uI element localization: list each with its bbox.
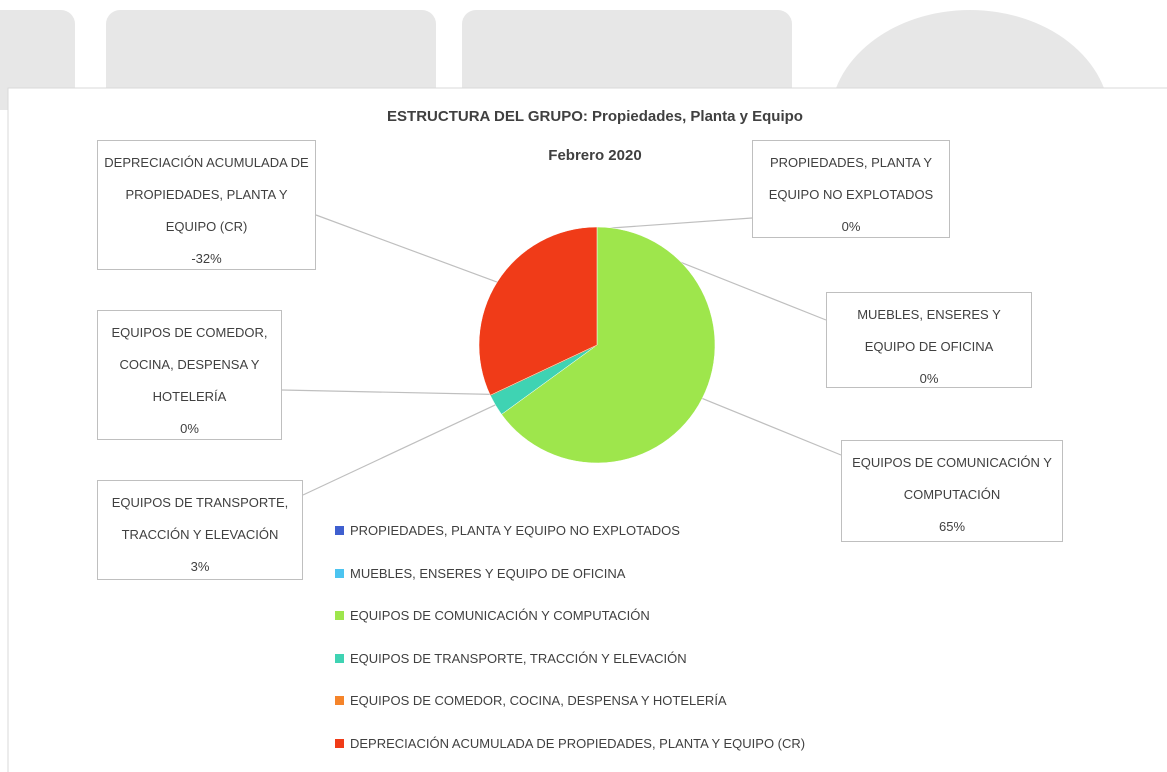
leader-line	[700, 397, 842, 456]
legend-label: EQUIPOS DE TRANSPORTE, TRACCIÓN Y ELEVAC…	[350, 650, 687, 666]
legend-swatch	[335, 568, 344, 578]
data-label: EQUIPOS DE TRANSPORTE, TRACCIÓN Y ELEVAC…	[97, 480, 303, 580]
data-label: EQUIPOS DE COMUNICACIÓN Y COMPUTACIÓN 65%	[841, 440, 1063, 542]
legend-item: MUEBLES, ENSERES Y EQUIPO DE OFICINA	[335, 566, 625, 581]
legend-label: EQUIPOS DE COMEDOR, COCINA, DESPENSA Y H…	[350, 693, 727, 709]
legend-item: EQUIPOS DE COMUNICACIÓN Y COMPUTACIÓN	[335, 608, 650, 623]
pie-slice	[501, 226, 716, 464]
leader-line	[302, 403, 498, 496]
data-label-value: 0%	[180, 421, 199, 436]
data-label-value: -32%	[191, 251, 222, 266]
data-label: DEPRECIACIÓN ACUMULADA DE PROPIEDADES, P…	[97, 140, 316, 270]
legend-label: EQUIPOS DE COMUNICACIÓN Y COMPUTACIÓN	[350, 608, 650, 624]
legend-swatch	[335, 739, 344, 748]
legend-item: PROPIEDADES, PLANTA Y EQUIPO NO EXPLOTAD…	[335, 523, 680, 538]
legend-item: EQUIPOS DE COMEDOR, COCINA, DESPENSA Y H…	[335, 693, 727, 708]
data-label: EQUIPOS DE COMEDOR, COCINA, DESPENSA Y H…	[97, 310, 282, 440]
leader-line	[281, 389, 493, 395]
data-label-category: EQUIPOS DE COMUNICACIÓN Y COMPUTACIÓN	[852, 455, 1052, 502]
legend-swatch	[335, 653, 344, 663]
data-label-value: 3%	[190, 559, 210, 574]
legend-label: MUEBLES, ENSERES Y EQUIPO DE OFICINA	[350, 565, 626, 581]
legend-item: DEPRECIACIÓN ACUMULADA DE PROPIEDADES, P…	[335, 736, 805, 751]
legend-swatch	[335, 526, 344, 535]
data-label-category: DEPRECIACIÓN ACUMULADA DE PROPIEDADES, P…	[104, 155, 309, 234]
data-label-value: 0%	[841, 219, 861, 234]
legend-item: EQUIPOS DE TRANSPORTE, TRACCIÓN Y ELEVAC…	[335, 651, 687, 666]
leader-line	[596, 217, 753, 230]
legend-label: DEPRECIACIÓN ACUMULADA DE PROPIEDADES, P…	[350, 736, 806, 751]
legend-swatch	[335, 611, 344, 621]
pie-slice	[478, 226, 598, 396]
decor	[106, 10, 436, 110]
decor	[462, 10, 792, 110]
data-label-value: 0%	[919, 371, 939, 386]
chart-subtitle: Febrero 2020	[548, 147, 642, 164]
chart-title: ESTRUCTURA DEL GRUPO: Propiedades, Plant…	[387, 108, 803, 125]
decor	[0, 10, 75, 110]
leader-line	[315, 214, 500, 284]
data-label: MUEBLES, ENSERES Y EQUIPO DE OFICINA 0%	[826, 292, 1032, 388]
legend-swatch	[335, 696, 344, 706]
data-label: PROPIEDADES, PLANTA Y EQUIPO NO EXPLOTAD…	[752, 140, 950, 238]
data-label-category: MUEBLES, ENSERES Y EQUIPO DE OFICINA	[857, 307, 1001, 354]
data-label-category: EQUIPOS DE TRANSPORTE, TRACCIÓN Y ELEVAC…	[111, 495, 289, 542]
legend-label: PROPIEDADES, PLANTA Y EQUIPO NO EXPLOTAD…	[350, 523, 680, 538]
data-label-category: PROPIEDADES, PLANTA Y EQUIPO NO EXPLOTAD…	[768, 155, 934, 202]
data-label-value: 65%	[938, 519, 966, 534]
data-label-category: EQUIPOS DE COMEDOR, COCINA, DESPENSA Y H…	[111, 325, 268, 404]
